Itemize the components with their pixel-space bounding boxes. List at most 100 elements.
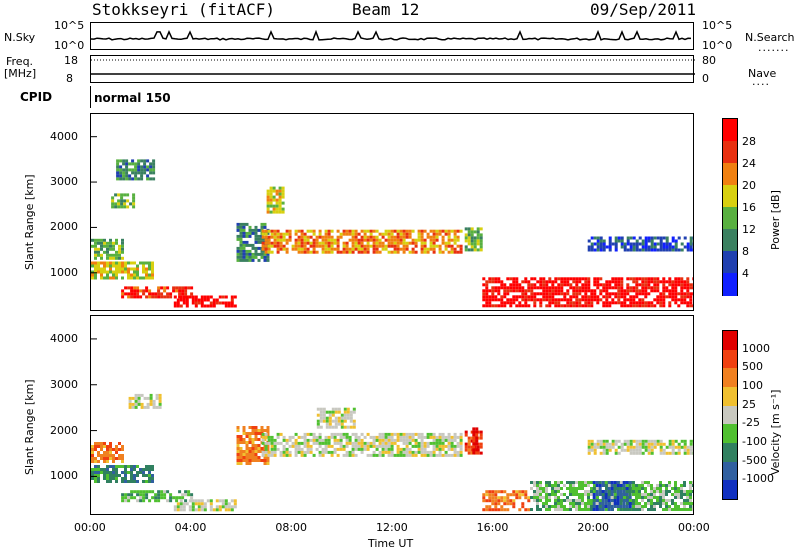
velocity-colorbar-swatch	[723, 424, 737, 444]
nsky-axis-bottom: 10^0	[54, 39, 85, 52]
power-colorbar-label: Power [dB]	[769, 190, 782, 250]
power-colorbar-tick: 4	[742, 267, 749, 280]
velocity-band	[121, 490, 194, 503]
velocity-colorbar-swatch	[723, 443, 737, 463]
velocity-ytick-label: 4000	[50, 331, 78, 345]
velocity-ytick-label: 1000	[50, 469, 78, 483]
nsearch-axis-bottom: 10^0	[702, 39, 733, 52]
x-tick-label: 00:00	[74, 521, 106, 534]
power-colorbar-tick: 24	[742, 157, 756, 170]
power-colorbar-tick: 8	[742, 245, 749, 258]
power-colorbar-tick: 12	[742, 223, 756, 236]
velocity-band	[91, 465, 154, 483]
freq-axis-bottom: 8	[66, 72, 73, 85]
freq-label: Freq.	[6, 55, 34, 68]
nsky-label: N.Sky	[4, 31, 36, 44]
power-ytick-label: 3000	[50, 175, 78, 189]
power-ytick-label: 1000	[50, 265, 78, 279]
x-tick-label: 12:00	[376, 521, 408, 534]
velocity-band	[482, 490, 531, 512]
velocity-colorbar-tick: -500	[742, 453, 767, 467]
power-heatmap	[91, 136, 693, 308]
velocity-colorbar-tick: 100	[742, 379, 763, 392]
velocity-ytick-label: 3000	[50, 377, 78, 391]
velocity-colorbar-tick: -1000	[742, 472, 774, 486]
velocity-colorbar-label: Velocity [m s⁻¹]	[769, 389, 782, 475]
x-tick-label: 16:00	[476, 521, 509, 534]
velocity-band	[261, 432, 463, 457]
power-band	[173, 295, 237, 308]
velocity-heatmap	[91, 338, 693, 512]
power-band	[121, 286, 194, 299]
power-colorbar-tick: 16	[742, 201, 756, 214]
velocity-colorbar-swatch	[723, 387, 737, 407]
power-plot	[90, 113, 694, 311]
nsearch-label: N.Search	[745, 31, 795, 44]
x-tick-label: 08:00	[275, 521, 308, 534]
velocity-band	[592, 481, 632, 511]
power-colorbar-swatch	[723, 207, 737, 230]
power-ylabel: Slant Range [km]	[23, 174, 36, 270]
power-band	[91, 238, 124, 260]
velocity-plot	[90, 315, 694, 515]
power-band	[261, 229, 463, 254]
cpid-value: normal 150	[94, 91, 171, 105]
velocity-colorbar-tick: 1000	[742, 341, 770, 355]
x-tick-label: 00:00	[678, 521, 710, 534]
velocity-colorbar-swatch	[723, 331, 737, 351]
velocity-band	[236, 426, 270, 465]
power-colorbar-swatch	[723, 229, 737, 252]
power-band	[116, 159, 156, 181]
power-ytick-label: 4000	[50, 129, 78, 143]
nave-legend-dots: ....	[752, 75, 770, 88]
power-band	[111, 193, 136, 209]
freq-strip	[90, 55, 695, 83]
power-band	[587, 236, 693, 252]
power-ytick-label: 2000	[50, 220, 78, 234]
velocity-colorbar-tick: 25	[742, 397, 756, 411]
velocity-colorbar	[722, 330, 738, 500]
velocity-colorbar-swatch	[723, 405, 737, 425]
power-colorbar	[722, 118, 738, 296]
velocity-band	[128, 393, 162, 409]
velocity-band	[91, 442, 124, 463]
velocity-colorbar-swatch	[723, 480, 737, 500]
velocity-colorbar-tick: 500	[742, 360, 763, 374]
nsky-axis-top: 10^5	[54, 19, 85, 32]
power-band	[464, 227, 483, 252]
cpid-label: CPID	[20, 90, 53, 104]
power-colorbar-swatch	[723, 141, 737, 164]
velocity-colorbar-tick: -100	[742, 435, 767, 448]
x-axis-label: Time UT	[368, 537, 414, 550]
power-colorbar-tick: 20	[742, 179, 756, 192]
nsearch-axis-top: 10^5	[702, 19, 733, 32]
power-colorbar-swatch	[723, 119, 737, 142]
nave-axis-top: 80	[702, 54, 716, 67]
date-label: 09/Sep/2011	[590, 0, 696, 19]
nave-label: Nave	[748, 67, 777, 80]
power-colorbar-tick: 28	[742, 135, 756, 148]
cpid-marker	[90, 86, 91, 108]
nsearch-legend-dots: .......	[758, 41, 790, 54]
power-band	[91, 261, 154, 280]
freq-axis-top: 18	[64, 54, 78, 67]
power-colorbar-swatch	[723, 185, 737, 208]
nave-axis-bottom: 0	[702, 72, 709, 85]
velocity-ylabel: Slant Range [km]	[23, 379, 36, 475]
velocity-band	[316, 407, 356, 429]
velocity-colorbar-swatch	[723, 349, 737, 369]
velocity-band	[472, 427, 479, 455]
velocity-band	[173, 499, 237, 512]
nsky-trace	[91, 29, 692, 41]
velocity-band	[587, 439, 693, 455]
power-band	[236, 222, 270, 262]
power-band	[482, 277, 693, 308]
power-colorbar-swatch	[723, 251, 737, 274]
power-colorbar-swatch	[723, 273, 737, 296]
radar-title: Stokkseyri (fitACF)	[92, 0, 276, 19]
nsky-strip	[90, 22, 694, 50]
velocity-ytick-label: 2000	[50, 423, 78, 437]
velocity-colorbar-swatch	[723, 461, 737, 481]
beam-label: Beam 12	[352, 0, 420, 19]
freq-trace	[91, 59, 695, 75]
